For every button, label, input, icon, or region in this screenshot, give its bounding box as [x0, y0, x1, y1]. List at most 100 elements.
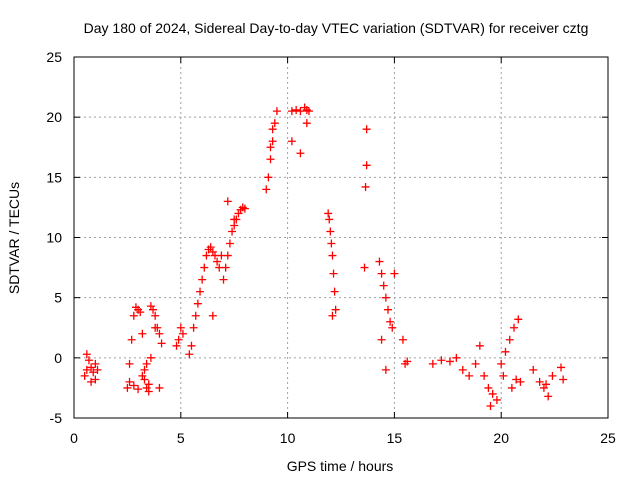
- data-point: [458, 365, 467, 374]
- data-point: [144, 380, 153, 389]
- data-point: [144, 387, 153, 396]
- data-point: [330, 287, 339, 296]
- data-point: [507, 383, 516, 392]
- data-point: [213, 257, 222, 266]
- data-point: [428, 359, 437, 368]
- data-point: [539, 383, 548, 392]
- data-point: [234, 209, 243, 218]
- data-point: [187, 341, 196, 350]
- data-point: [548, 371, 557, 380]
- data-point: [138, 371, 147, 380]
- data-point: [557, 363, 566, 372]
- x-tick-label: 15: [387, 430, 403, 446]
- data-point: [499, 371, 508, 380]
- data-point: [125, 359, 134, 368]
- y-tick-label: 20: [46, 109, 62, 125]
- x-tick-label: 20: [493, 430, 509, 446]
- data-point: [196, 287, 205, 296]
- data-point: [445, 357, 454, 366]
- y-tick-label: 5: [54, 290, 62, 306]
- data-point: [292, 105, 301, 114]
- data-point: [437, 356, 446, 365]
- y-tick-label: 25: [46, 49, 62, 65]
- data-point: [492, 395, 501, 404]
- data-point: [172, 341, 181, 350]
- data-point: [381, 365, 390, 374]
- data-point: [516, 377, 525, 386]
- y-tick-label: 0: [54, 350, 62, 366]
- data-point: [324, 209, 333, 218]
- data-point: [87, 377, 96, 386]
- data-point: [151, 311, 160, 320]
- data-point: [80, 371, 89, 380]
- data-point: [82, 350, 91, 359]
- x-tick-label: 0: [70, 430, 78, 446]
- data-point: [140, 365, 149, 374]
- data-point: [193, 299, 202, 308]
- data-point: [377, 335, 386, 344]
- data-point: [542, 380, 551, 389]
- data-point: [200, 263, 209, 272]
- data-point: [264, 173, 273, 182]
- grid-lines: [74, 57, 608, 418]
- data-point: [329, 269, 338, 278]
- data-point: [127, 335, 136, 344]
- data-point: [559, 375, 568, 384]
- y-tick-label: 15: [46, 169, 62, 185]
- x-tick-label: 25: [600, 430, 616, 446]
- data-point: [208, 311, 217, 320]
- data-point: [325, 215, 334, 224]
- data-point: [125, 377, 134, 386]
- data-point: [185, 350, 194, 359]
- data-point: [328, 311, 337, 320]
- data-point: [362, 161, 371, 170]
- data-point: [206, 243, 215, 252]
- data-point: [497, 359, 506, 368]
- data-point: [157, 339, 166, 348]
- axis-ticks: 0 5 10 15 20 25 -5 0 5 10 15 20 25: [46, 49, 616, 446]
- data-point: [331, 305, 340, 314]
- data-point: [219, 275, 228, 284]
- data-point: [136, 308, 145, 317]
- data-point: [149, 305, 158, 314]
- data-point: [91, 359, 100, 368]
- data-point: [266, 155, 275, 164]
- data-point: [272, 107, 281, 116]
- y-axis-label: SDTVAR / TECUs: [6, 182, 22, 294]
- data-point: [225, 239, 234, 248]
- data-point: [191, 311, 200, 320]
- data-point: [510, 323, 519, 332]
- data-point: [304, 107, 313, 116]
- data-point: [221, 263, 230, 272]
- data-point: [123, 383, 132, 392]
- data-point: [484, 383, 493, 392]
- y-tick-label: -5: [50, 410, 63, 426]
- data-point: [390, 269, 399, 278]
- data-point: [134, 385, 143, 394]
- data-point: [398, 335, 407, 344]
- data-point: [296, 149, 305, 158]
- data-point: [142, 359, 151, 368]
- data-point: [178, 329, 187, 338]
- data-point: [223, 197, 232, 206]
- data-point: [151, 323, 160, 332]
- data-point: [198, 275, 207, 284]
- data-points: [80, 103, 568, 410]
- data-point: [140, 375, 149, 384]
- data-point: [452, 353, 461, 362]
- data-point: [228, 227, 237, 236]
- data-point: [529, 365, 538, 374]
- data-point: [93, 365, 102, 374]
- data-point: [375, 257, 384, 266]
- data-point: [475, 341, 484, 350]
- data-point: [202, 251, 211, 260]
- data-point: [146, 353, 155, 362]
- data-point: [287, 137, 296, 146]
- data-point: [174, 335, 183, 344]
- x-axis-label: GPS time / hours: [287, 458, 394, 474]
- data-point: [326, 227, 335, 236]
- data-point: [360, 263, 369, 272]
- data-point: [82, 365, 91, 374]
- data-point: [87, 363, 96, 372]
- data-point: [501, 347, 510, 356]
